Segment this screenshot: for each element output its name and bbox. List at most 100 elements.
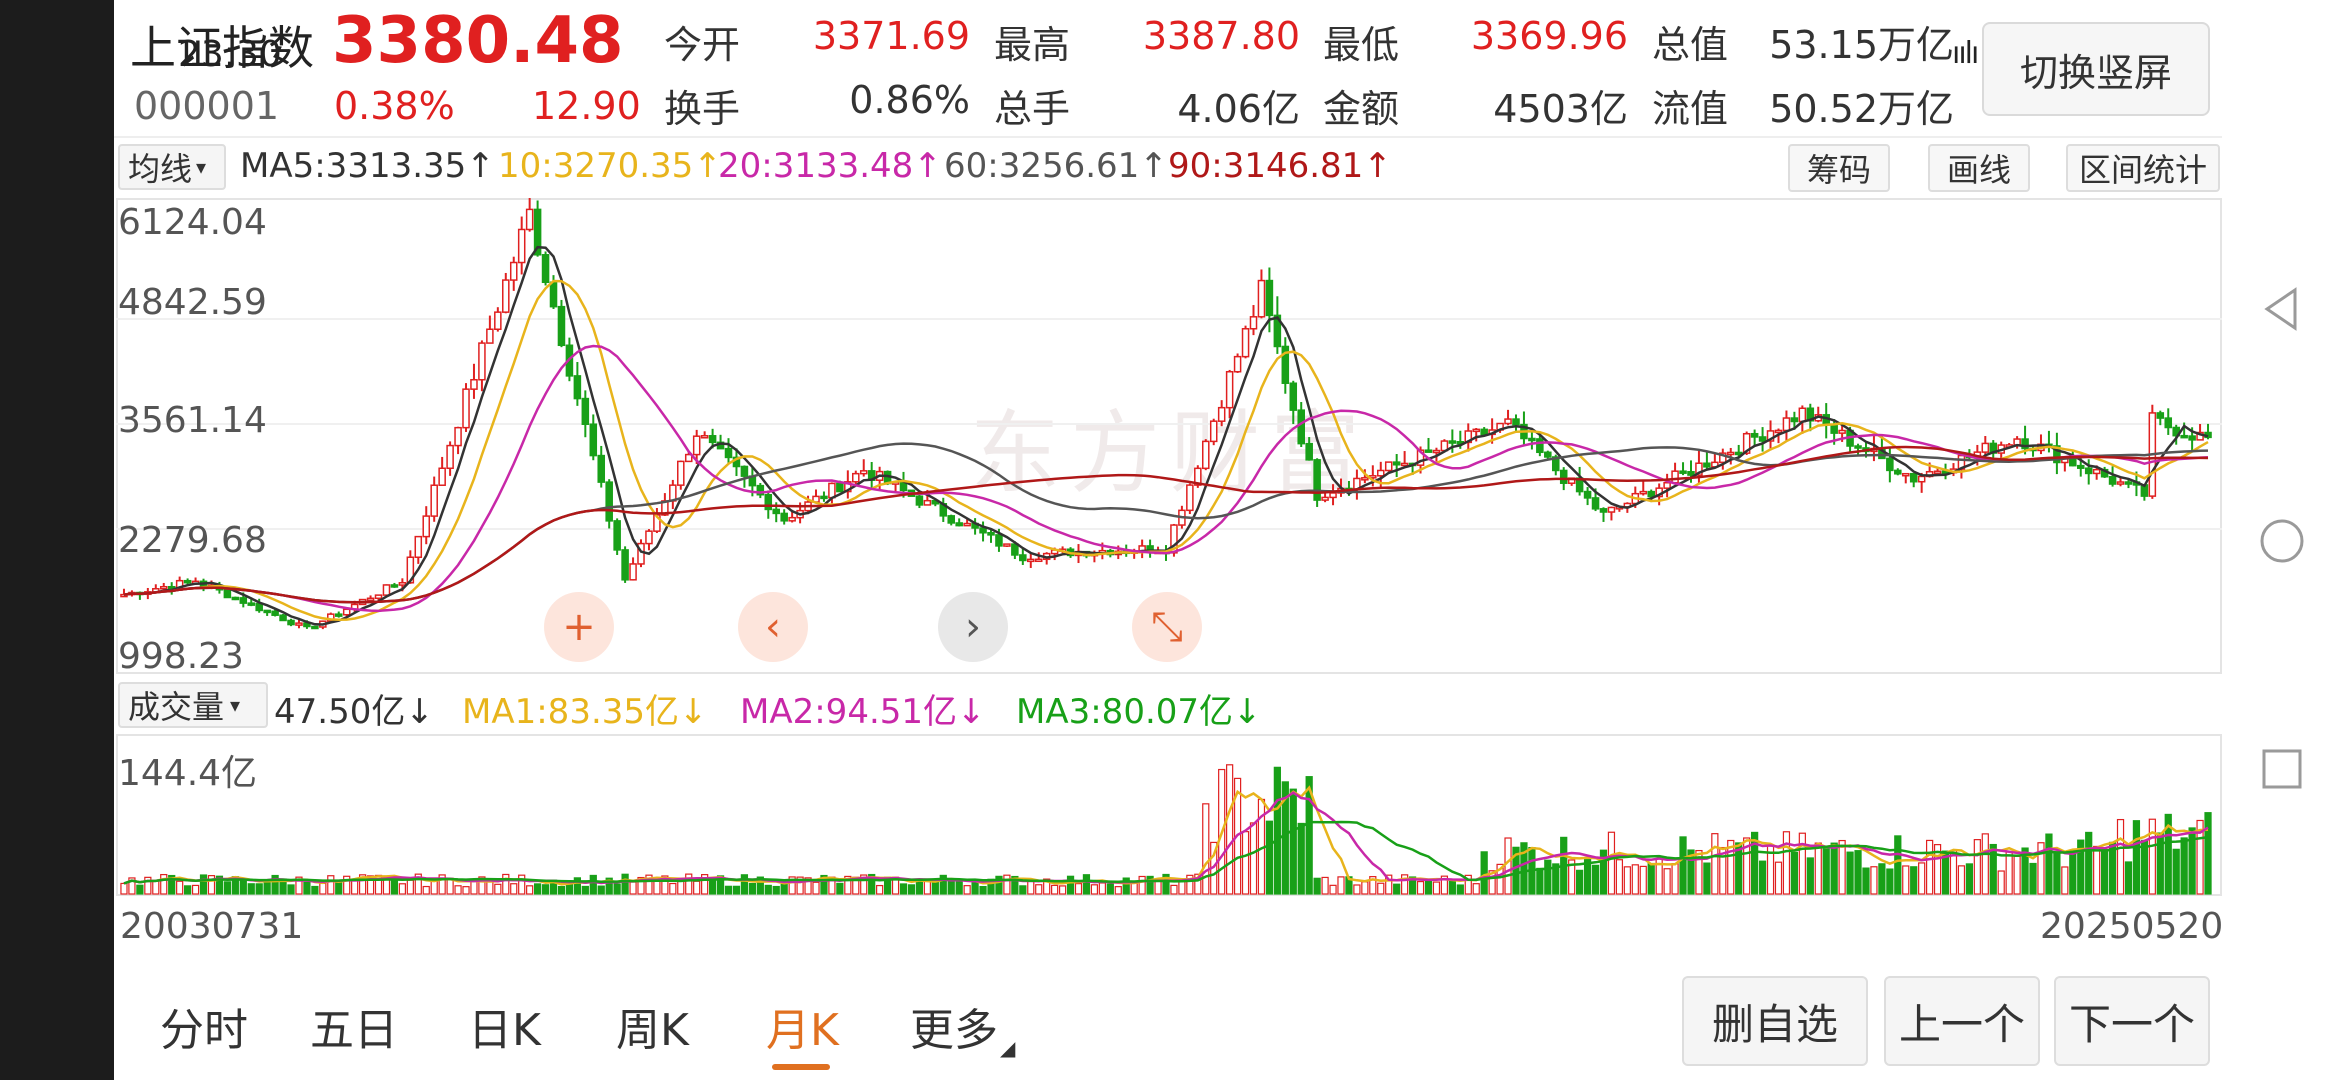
- volume-bar: [183, 885, 192, 895]
- tool-button-1[interactable]: 画线: [1928, 144, 2030, 192]
- candle: [589, 414, 598, 461]
- candle: [271, 609, 279, 617]
- volume-bar: [724, 885, 733, 895]
- candle: [1981, 436, 1990, 456]
- volume-bar: [1814, 842, 1822, 895]
- candle: [621, 546, 629, 583]
- back-icon[interactable]: [2255, 282, 2309, 336]
- candle: [1329, 484, 1337, 506]
- volume-bar: [2013, 855, 2021, 895]
- kline-chart[interactable]: [116, 198, 2222, 674]
- volume-bar: [1949, 849, 1958, 895]
- candle: [541, 251, 550, 286]
- candle: [1599, 507, 1608, 522]
- volume-bar: [1082, 874, 1091, 895]
- volume-bar: [1591, 864, 1600, 895]
- switch-orientation-button[interactable]: 切换竖屏: [1982, 22, 2210, 116]
- volume-bar: [1599, 849, 1608, 895]
- tab-0[interactable]: 分时: [160, 1005, 248, 1056]
- volume-bar: [693, 880, 701, 895]
- volume-bar: [2164, 813, 2172, 895]
- volume-axis-max: 144.4亿: [118, 753, 258, 794]
- volume-chart-frame: [116, 734, 2222, 896]
- candle: [740, 465, 749, 488]
- quote-value: 4.06亿: [1177, 87, 1300, 131]
- candle: [1281, 337, 1290, 394]
- candle: [581, 390, 590, 438]
- shrink-button[interactable]: ⤡: [1132, 592, 1202, 662]
- tab-2[interactable]: 日K: [468, 1005, 541, 1056]
- candle: [509, 256, 518, 291]
- volume-bar: [1369, 876, 1377, 895]
- volume-bar: [1305, 776, 1313, 895]
- tool-button-2[interactable]: 区间统计: [2066, 144, 2220, 192]
- volume-ma-value: MA1:83.35亿↓: [462, 692, 708, 732]
- volume-bar: [1162, 873, 1170, 895]
- ma-selector[interactable]: 均线 ▾: [118, 144, 226, 190]
- candle: [2045, 430, 2053, 453]
- candle: [486, 315, 494, 344]
- volume-selector[interactable]: 成交量 ▾: [118, 682, 268, 728]
- candle: [979, 521, 987, 542]
- action-button-1[interactable]: 上一个: [1884, 976, 2040, 1066]
- volume-bar: [669, 882, 677, 895]
- tab-5[interactable]: 更多: [910, 1005, 998, 1056]
- volume-bar: [2188, 827, 2196, 895]
- volume-bar: [1790, 851, 1799, 895]
- volume-bar: [1758, 860, 1767, 895]
- candle: [1353, 469, 1361, 500]
- home-icon[interactable]: [2255, 514, 2309, 568]
- candle: [159, 582, 168, 590]
- volume-bar: [1552, 863, 1560, 895]
- candle: [669, 479, 677, 510]
- scroll-left-button[interactable]: ‹: [738, 592, 808, 662]
- tool-button-0[interactable]: 筹码: [1788, 144, 1890, 192]
- period-tabs: 分时 五日 日K 周K 月K 更多 ◢: [114, 972, 1654, 1080]
- recents-icon[interactable]: [2255, 742, 2309, 796]
- volume-chart[interactable]: [116, 734, 2222, 896]
- volume-bar: [1106, 883, 1114, 895]
- volume-bar: [1918, 862, 1926, 895]
- volume-bar: [685, 873, 693, 895]
- action-button-2[interactable]: 下一个: [2054, 976, 2210, 1066]
- scroll-right-button[interactable]: ›: [938, 592, 1008, 662]
- volume-bar: [2069, 851, 2077, 895]
- volume-bar: [939, 874, 947, 895]
- volume-bar: [255, 883, 263, 895]
- candle: [1313, 458, 1321, 507]
- volume-bar: [1448, 879, 1456, 895]
- volume-bar: [629, 881, 637, 895]
- volume-bar: [2132, 820, 2141, 895]
- dropdown-icon: ▾: [230, 693, 241, 717]
- candle: [1536, 434, 1544, 457]
- volume-bar: [422, 885, 430, 895]
- action-button-0[interactable]: 删自选: [1682, 976, 1868, 1066]
- candle: [414, 535, 423, 564]
- tab-4[interactable]: 月K: [766, 1005, 839, 1056]
- candle: [605, 479, 613, 529]
- volume-bar: [2148, 818, 2156, 895]
- volume-bar: [1289, 788, 1297, 895]
- candle: [438, 456, 446, 486]
- candle: [629, 557, 637, 581]
- volume-bar: [502, 873, 510, 895]
- volume-bar: [1941, 850, 1950, 895]
- volume-ma-value: 47.50亿↓: [274, 692, 434, 732]
- volume-bar: [176, 880, 184, 895]
- volume-bar: [1138, 875, 1146, 895]
- volume-bar: [2204, 812, 2212, 895]
- volume-bar: [1902, 865, 1910, 895]
- volume-bar: [756, 876, 764, 895]
- candle: [1225, 369, 1234, 419]
- candle: [263, 609, 271, 616]
- tab-3[interactable]: 周K: [616, 1005, 689, 1056]
- volume-ma-value: MA3:80.07亿↓: [1016, 692, 1262, 732]
- volume-bar: [1703, 862, 1711, 895]
- volume-bar: [1321, 876, 1329, 895]
- volume-bar: [1504, 837, 1512, 895]
- volume-bar: [1178, 879, 1186, 895]
- crosshair-button[interactable]: +: [544, 592, 614, 662]
- tab-1[interactable]: 五日: [310, 1005, 398, 1056]
- volume-bar: [796, 876, 804, 895]
- volume-bar: [1202, 803, 1210, 895]
